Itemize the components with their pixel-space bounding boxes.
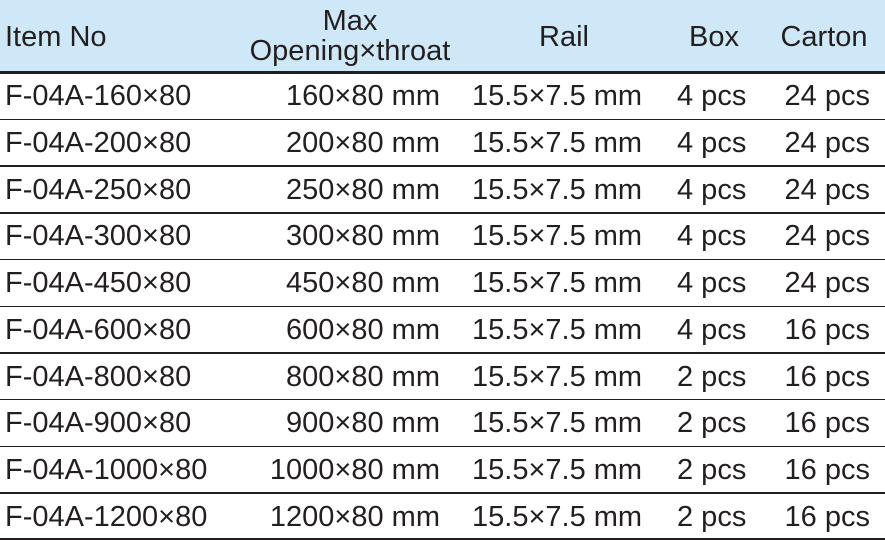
table-cell: 4 pcs	[677, 313, 747, 346]
table-cell: F-04A-800×80	[5, 360, 192, 393]
table-cell: 16 pcs	[784, 313, 870, 346]
header-rule	[0, 71, 885, 74]
header-band	[0, 0, 885, 72]
table-cell: F-04A-900×80	[5, 407, 192, 440]
table-cell: 4 pcs	[677, 127, 747, 160]
table-cell: 24 pcs	[784, 127, 870, 160]
table-cell: 2 pcs	[677, 407, 747, 440]
table-cell: 15.5×7.5 mm	[472, 220, 643, 253]
table-cell: 1200×80 mm	[269, 500, 440, 533]
table-cell: 250×80 mm	[286, 173, 440, 206]
table-cell: 15.5×7.5 mm	[472, 80, 643, 113]
table-cell: 1000×80 mm	[269, 453, 440, 486]
header-cell: Item No	[5, 21, 107, 53]
header-cell: Box	[689, 21, 739, 53]
table-cell: 24 pcs	[784, 80, 870, 113]
table-cell: 16 pcs	[784, 453, 870, 486]
table-cell: 15.5×7.5 mm	[472, 407, 643, 440]
table-cell: 600×80 mm	[286, 313, 440, 346]
table-cell: F-04A-600×80	[5, 313, 192, 346]
table-cell: F-04A-160×80	[5, 80, 192, 113]
table-cell: 200×80 mm	[286, 127, 440, 160]
table-cell: F-04A-450×80	[5, 267, 192, 300]
table-cell: F-04A-300×80	[5, 220, 192, 253]
row-rule	[0, 492, 885, 494]
table-cell: 300×80 mm	[286, 220, 440, 253]
table-cell: 4 pcs	[677, 267, 747, 300]
row-rule	[0, 165, 885, 167]
table-cell: 15.5×7.5 mm	[472, 127, 643, 160]
table-cell: 15.5×7.5 mm	[472, 500, 643, 533]
row-rule	[0, 305, 885, 307]
row-rule	[0, 118, 885, 121]
table-cell: 15.5×7.5 mm	[472, 267, 643, 300]
row-rule	[0, 398, 885, 401]
row-rule	[0, 445, 885, 448]
table-cell: 16 pcs	[784, 500, 870, 533]
table-cell: 2 pcs	[677, 500, 747, 533]
table-cell: 16 pcs	[784, 360, 870, 393]
table-cell: F-04A-1000×80	[5, 453, 208, 486]
header-cell: Max	[322, 5, 378, 37]
row-rule	[0, 212, 885, 214]
row-rule	[0, 538, 885, 540]
header-cell: Rail	[539, 21, 589, 53]
table-cell: 4 pcs	[677, 173, 747, 206]
table-cell: 15.5×7.5 mm	[472, 453, 643, 486]
table-cell: 15.5×7.5 mm	[472, 173, 643, 206]
table-cell: 4 pcs	[677, 80, 747, 113]
table-cell: 4 pcs	[677, 220, 747, 253]
table-cell: 24 pcs	[784, 173, 870, 206]
table-cell: F-04A-1200×80	[5, 500, 208, 533]
table-cell: 800×80 mm	[286, 360, 440, 393]
table-cell: 16 pcs	[784, 407, 870, 440]
header-cell: Carton	[780, 21, 868, 53]
row-rule	[0, 352, 885, 354]
table-cell: 24 pcs	[784, 267, 870, 300]
table-cell: F-04A-200×80	[5, 127, 192, 160]
table-cell: 2 pcs	[677, 360, 747, 393]
table-cell: 24 pcs	[784, 220, 870, 253]
table-cell: 900×80 mm	[286, 407, 440, 440]
table-cell: 2 pcs	[677, 453, 747, 486]
table-cell: 15.5×7.5 mm	[472, 313, 643, 346]
table-cell: 160×80 mm	[286, 80, 440, 113]
table-cell: 450×80 mm	[286, 267, 440, 300]
header-cell: Opening×throat	[249, 35, 451, 67]
table-cell: F-04A-250×80	[5, 173, 192, 206]
row-rule	[0, 258, 885, 261]
table-cell: 15.5×7.5 mm	[472, 360, 643, 393]
